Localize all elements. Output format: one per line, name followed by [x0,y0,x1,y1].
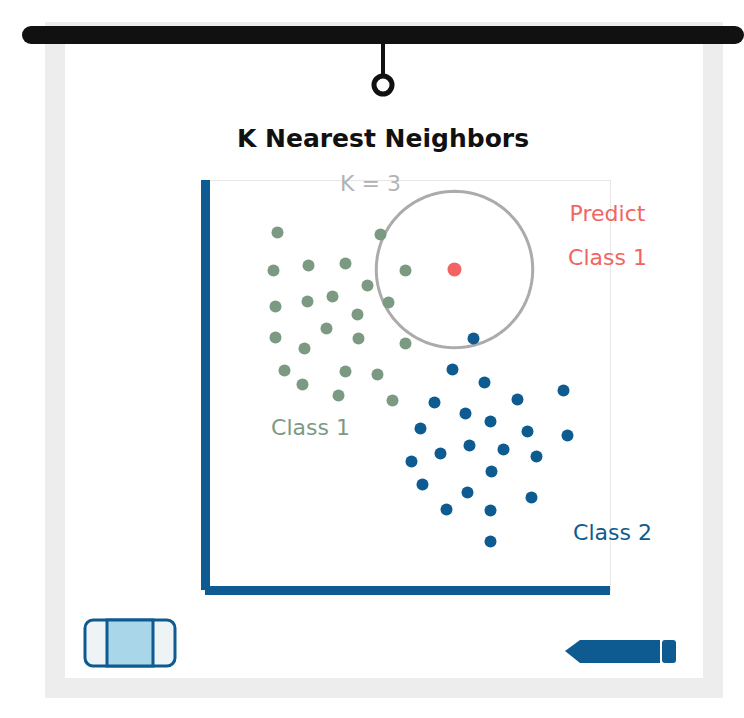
html-text:K Nearest Neighbors: K Nearest Neighbors [237,124,529,153]
svg-text:Class 1: Class 1 [271,415,350,440]
svg-text:PredictClass 1: PredictClass 1 [568,201,647,270]
svg-text:Class 2: Class 2 [573,520,652,545]
svg-text:K = 3: K = 3 [340,171,401,196]
